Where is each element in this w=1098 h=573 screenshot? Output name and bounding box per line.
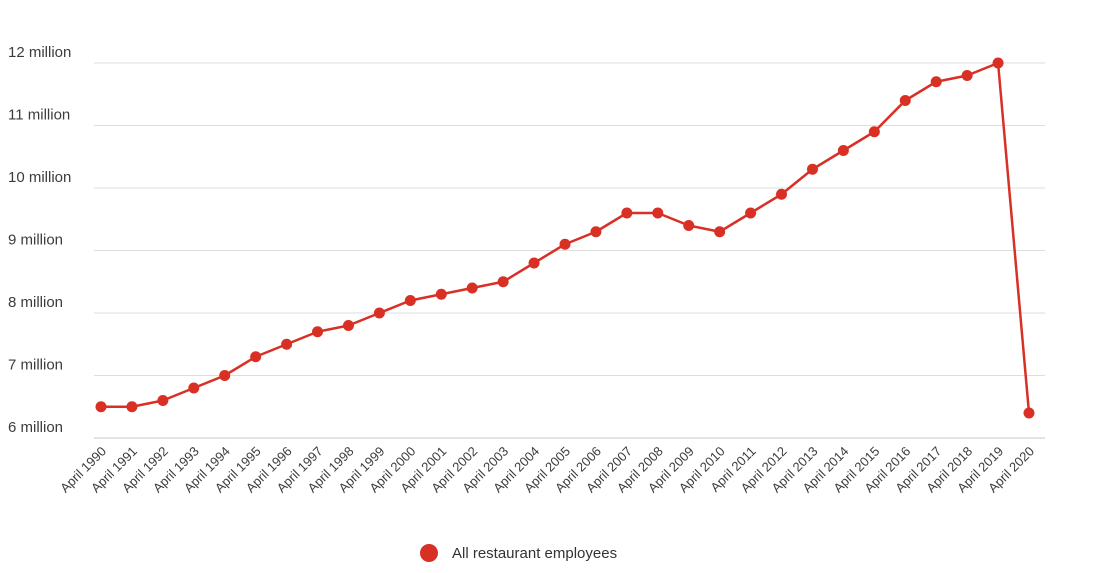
data-point bbox=[652, 207, 664, 219]
data-point bbox=[961, 70, 973, 81]
data-point bbox=[776, 188, 788, 200]
data-point bbox=[1023, 407, 1035, 419]
series-line bbox=[101, 61, 1031, 414]
y-tick-label: 7 million bbox=[8, 357, 63, 374]
data-point bbox=[219, 370, 231, 381]
data-point bbox=[435, 288, 447, 300]
data-point bbox=[683, 220, 695, 231]
data-point bbox=[497, 276, 509, 288]
y-tick-label: 12 million bbox=[8, 44, 71, 61]
data-point bbox=[714, 226, 726, 238]
data-points bbox=[95, 57, 1035, 419]
data-point bbox=[930, 76, 942, 88]
data-point bbox=[281, 338, 293, 350]
data-point bbox=[95, 401, 107, 413]
data-point bbox=[404, 295, 416, 306]
data-point bbox=[837, 145, 849, 156]
data-point bbox=[868, 126, 880, 138]
y-tick-label: 6 million bbox=[8, 419, 63, 436]
data-point bbox=[621, 207, 633, 219]
data-point bbox=[899, 95, 911, 106]
data-point bbox=[373, 307, 385, 319]
data-point bbox=[528, 257, 540, 269]
gridlines bbox=[94, 62, 1045, 439]
y-tick-label: 10 million bbox=[8, 169, 71, 186]
data-point bbox=[188, 382, 200, 394]
data-point bbox=[559, 238, 571, 250]
data-point bbox=[466, 282, 478, 294]
data-point bbox=[157, 395, 169, 406]
data-point bbox=[806, 163, 818, 175]
y-axis-ticks: 6 million 7 million 8 million 9 million 10 m… bbox=[8, 44, 71, 436]
series-lines bbox=[101, 61, 1031, 414]
legend: All restaurant employees bbox=[420, 544, 617, 562]
y-tick-label: 8 million bbox=[8, 294, 63, 311]
y-tick-label: 9 million bbox=[8, 232, 63, 249]
data-point bbox=[312, 326, 324, 338]
data-point bbox=[745, 207, 757, 219]
data-point bbox=[992, 57, 1004, 69]
data-point bbox=[590, 226, 602, 238]
y-tick-label: 11 million bbox=[8, 107, 70, 124]
data-point bbox=[250, 351, 262, 363]
legend-marker-icon bbox=[420, 544, 438, 562]
legend-label: All restaurant employees bbox=[452, 545, 617, 562]
data-point bbox=[342, 320, 354, 331]
data-point bbox=[126, 401, 138, 413]
